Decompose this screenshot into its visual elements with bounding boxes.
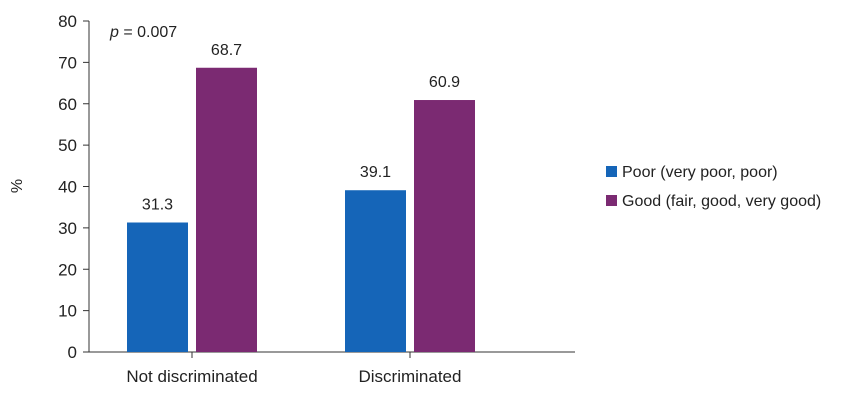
- y-tick-label: 10: [58, 302, 77, 321]
- data-label: 39.1: [360, 164, 391, 181]
- data-label: 68.7: [211, 42, 242, 59]
- y-tick-label: 40: [58, 178, 77, 197]
- data-label: 31.3: [142, 196, 173, 213]
- bar: [345, 190, 406, 352]
- y-tick-label: 0: [68, 343, 77, 362]
- legend-label: Good (fair, good, very good): [622, 193, 821, 210]
- legend: Poor (very poor, poor) Good (fair, good, …: [606, 164, 821, 210]
- x-tick-label: Discriminated: [359, 367, 462, 386]
- y-tick-label: 50: [58, 136, 77, 155]
- y-tick-label: 30: [58, 219, 77, 238]
- y-tick-label: 60: [58, 95, 77, 114]
- p-value-symbol: p: [109, 24, 119, 41]
- y-tick-label: 80: [58, 12, 77, 31]
- legend-swatch: [606, 166, 617, 177]
- y-axis-label: %: [9, 179, 26, 193]
- bar: [414, 100, 475, 353]
- p-value-text: = 0.007: [119, 24, 177, 41]
- y-tick-label: 20: [58, 260, 77, 279]
- bars: [127, 67, 475, 353]
- x-tick-label: Not discriminated: [126, 367, 257, 386]
- y-tick-label: 70: [58, 53, 77, 72]
- bar: [196, 67, 257, 352]
- legend-swatch: [606, 195, 617, 206]
- data-label: 60.9: [429, 74, 460, 91]
- data-labels: 31.3 68.7 39.1 60.9: [142, 42, 460, 214]
- y-ticks: 0 10 20 30 40 50 60 70 80: [58, 12, 89, 362]
- x-ticks: Not discriminated Discriminated: [126, 352, 461, 386]
- legend-label: Poor (very poor, poor): [622, 164, 778, 181]
- bar: [127, 222, 188, 352]
- p-value-annotation: p = 0.007: [109, 24, 177, 41]
